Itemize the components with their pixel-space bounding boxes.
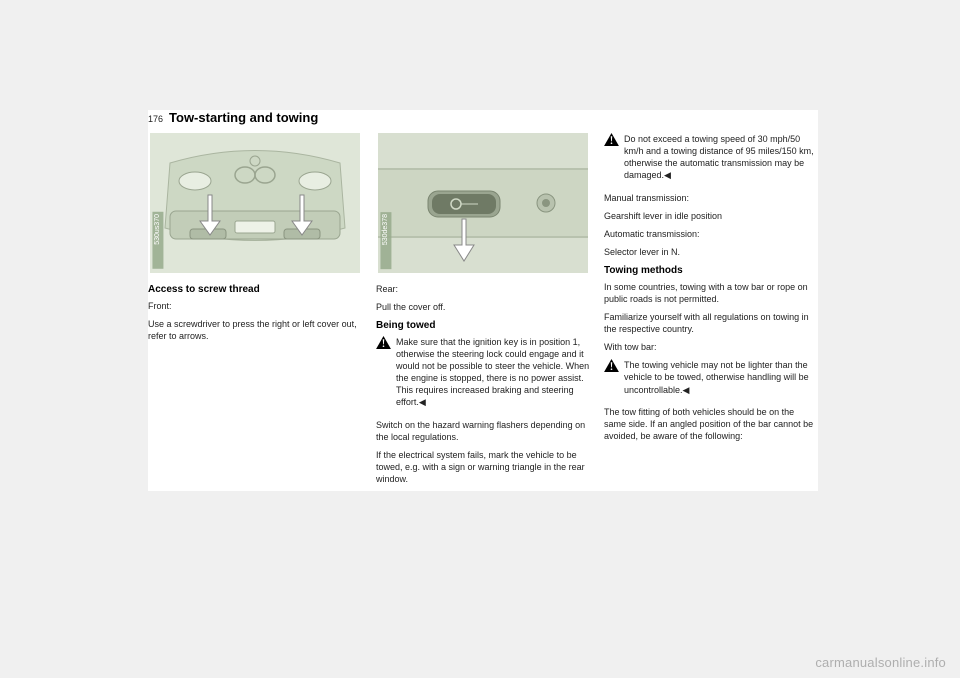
warning-text-speed: Do not exceed a towing speed of 30 mph/5… bbox=[624, 133, 818, 182]
subhead-access: Access to screw thread bbox=[148, 283, 362, 297]
warning-icon bbox=[376, 336, 391, 349]
text-electrical: If the electrical system fails, mark the… bbox=[376, 449, 590, 485]
warning-text-lighter: The towing vehicle may not be lighter th… bbox=[624, 359, 818, 395]
column-2: 530de378 Rear: Pull the cover off. Being… bbox=[376, 133, 590, 491]
warning-icon bbox=[604, 359, 619, 372]
subhead-towing-methods: Towing methods bbox=[604, 264, 818, 278]
figure-rear: 530de378 bbox=[376, 133, 590, 273]
column-3: Do not exceed a towing speed of 30 mph/5… bbox=[604, 133, 818, 491]
text-manual-trans: Manual transmission: bbox=[604, 192, 818, 204]
text-hazard: Switch on the hazard warning flashers de… bbox=[376, 419, 590, 443]
warning-icon bbox=[604, 133, 619, 146]
subhead-being-towed: Being towed bbox=[376, 319, 590, 333]
text-countries: In some countries, towing with a tow bar… bbox=[604, 281, 818, 305]
figure-front-label: 530us370 bbox=[152, 212, 163, 269]
watermark: carmanualsonline.info bbox=[815, 655, 946, 670]
text-regulations: Familiarize yourself with all regulation… bbox=[604, 311, 818, 335]
text-selector: Selector lever in N. bbox=[604, 246, 818, 258]
warning-text-1: Make sure that the ignition key is in po… bbox=[396, 336, 590, 409]
text-front-desc: Use a screwdriver to press the right or … bbox=[148, 318, 362, 342]
column-1: 530us370 Access to screw thread Front: U… bbox=[148, 133, 362, 491]
text-gearshift: Gearshift lever in idle position bbox=[604, 210, 818, 222]
text-towbar: With tow bar: bbox=[604, 341, 818, 353]
text-same-side: The tow fitting of both vehicles should … bbox=[604, 406, 818, 442]
text-auto-trans: Automatic transmission: bbox=[604, 228, 818, 240]
text-rear-desc: Pull the cover off. bbox=[376, 301, 590, 313]
text-rear: Rear: bbox=[376, 283, 590, 295]
page-title: Tow-starting and towing bbox=[169, 110, 318, 125]
text-front: Front: bbox=[148, 300, 362, 312]
figure-rear-label: 530de378 bbox=[380, 212, 391, 269]
page-number: 176 bbox=[148, 114, 163, 124]
figure-front: 530us370 bbox=[148, 133, 362, 273]
